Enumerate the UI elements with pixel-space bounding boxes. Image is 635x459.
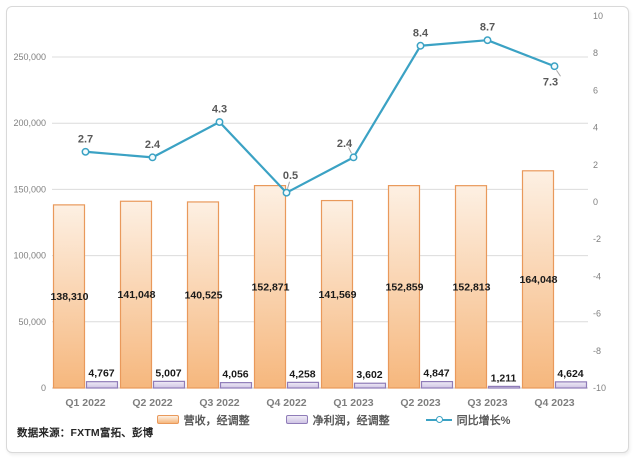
right-axis-tick-label: -8 xyxy=(593,346,601,356)
legend-label: 营收，经调整 xyxy=(183,414,250,427)
growth-value-label: 4.3 xyxy=(212,104,227,116)
net-profit-bar-label: 4,847 xyxy=(423,368,449,380)
left-axis-tick-label: 250,000 xyxy=(13,52,46,62)
growth-value-label: 2.4 xyxy=(337,138,353,150)
revenue-bar-label: 152,813 xyxy=(453,281,491,293)
growth-value-label: 2.7 xyxy=(78,133,93,145)
revenue-bar-label: 141,048 xyxy=(118,289,156,301)
right-axis-tick-label: 6 xyxy=(593,85,598,95)
right-axis-tick-label: 0 xyxy=(593,197,598,207)
x-axis-category-label: Q4 2022 xyxy=(266,397,306,409)
revenue-bar-label: 152,859 xyxy=(386,281,424,293)
right-axis-tick-label: 2 xyxy=(593,160,598,170)
right-axis-tick-label: -10 xyxy=(593,383,606,393)
net-profit-bar-label: 4,624 xyxy=(557,368,583,380)
net-profit-bar xyxy=(286,381,320,389)
left-axis-tick-label: 100,000 xyxy=(13,251,46,261)
growth-marker xyxy=(550,62,559,71)
growth-marker xyxy=(282,188,291,197)
net-profit-bar xyxy=(85,381,119,389)
net-profit-bar-label: 4,258 xyxy=(289,368,315,380)
legend-item: 净利润，经调整 xyxy=(285,412,390,428)
growth-value-label: 0.5 xyxy=(283,170,298,182)
revenue-bar xyxy=(119,200,153,389)
revenue-bar xyxy=(454,185,488,389)
x-axis-category-label: Q4 2023 xyxy=(534,397,574,409)
revenue-bar xyxy=(186,201,220,389)
legend-label: 同比增长% xyxy=(456,414,511,427)
label-leader-line xyxy=(287,181,290,189)
legend-marker-icon xyxy=(435,416,443,423)
net-profit-bar-label: 4,056 xyxy=(222,369,248,381)
label-leader-line xyxy=(348,147,352,154)
left-axis-tick-label: 150,000 xyxy=(13,184,46,194)
growth-line xyxy=(84,39,556,194)
growth-marker xyxy=(416,41,425,50)
revenue-bar xyxy=(320,199,354,389)
net-profit-bar xyxy=(219,382,253,389)
growth-value-label: 7.3 xyxy=(543,77,558,89)
right-axis-tick-label: -2 xyxy=(593,234,601,244)
growth-marker xyxy=(215,118,224,126)
growth-value-label: 2.4 xyxy=(145,139,161,151)
revenue-bar xyxy=(387,185,421,389)
revenue-bar xyxy=(253,184,287,389)
revenue-bar-label: 138,310 xyxy=(51,291,89,303)
left-axis-tick-label: 200,000 xyxy=(13,118,46,128)
revenue-bar xyxy=(521,170,555,389)
growth-marker xyxy=(349,153,358,162)
net-profit-bar xyxy=(420,380,454,389)
growth-marker xyxy=(81,147,90,156)
legend-item: 营收，经调整 xyxy=(156,412,250,428)
x-axis-category-label: Q3 2023 xyxy=(467,397,507,409)
net-profit-bar xyxy=(554,381,588,389)
legend-label: 净利润，经调整 xyxy=(312,414,390,427)
x-axis-category-label: Q1 2023 xyxy=(333,397,373,409)
net-profit-bar-label: 5,007 xyxy=(155,367,181,379)
growth-value-label: 8.4 xyxy=(413,27,429,39)
revenue-bar-label: 140,525 xyxy=(185,289,223,301)
left-axis-tick-label: 50,000 xyxy=(18,317,46,327)
revenue-bar-label: 164,048 xyxy=(520,274,558,286)
net-profit-bar-label: 1,211 xyxy=(491,372,517,384)
net-profit-bar-label: 4,767 xyxy=(88,368,114,380)
net-profit-bar-label: 3,602 xyxy=(356,369,382,381)
x-axis-category-label: Q3 2022 xyxy=(199,397,239,409)
legend-swatch-net-profit xyxy=(285,415,308,424)
revenue-bar-label: 141,569 xyxy=(319,289,357,301)
right-axis-tick-label: 4 xyxy=(593,123,598,133)
growth-value-label: 8.7 xyxy=(480,22,495,34)
chart-legend: 营收，经调整 净利润，经调整 同比增长% xyxy=(32,411,635,428)
net-profit-bar xyxy=(353,382,387,389)
legend-item: 同比增长% xyxy=(425,412,511,428)
right-axis-tick-label: 10 xyxy=(593,11,603,21)
data-source-note: 数据来源：FXTM富拓、彭博 xyxy=(17,427,154,439)
right-axis-tick-label: -4 xyxy=(593,271,601,281)
right-axis-tick-label: 8 xyxy=(593,48,598,58)
legend-swatch-revenue xyxy=(156,415,179,424)
net-profit-bar xyxy=(152,380,186,389)
net-profit-bar xyxy=(487,385,521,389)
revenue-bar-label: 152,871 xyxy=(252,281,290,293)
revenue-bar xyxy=(52,204,86,389)
growth-marker xyxy=(148,153,157,162)
right-axis-tick-label: -6 xyxy=(593,309,601,319)
left-axis-tick-label: 0 xyxy=(41,383,46,393)
legend-swatch-growth-line xyxy=(425,415,452,424)
growth-marker xyxy=(483,36,492,45)
x-axis-category-label: Q1 2022 xyxy=(65,397,105,409)
x-axis-category-label: Q2 2023 xyxy=(400,397,440,409)
label-leader-line xyxy=(556,69,561,77)
x-axis-category-label: Q2 2022 xyxy=(132,397,172,409)
